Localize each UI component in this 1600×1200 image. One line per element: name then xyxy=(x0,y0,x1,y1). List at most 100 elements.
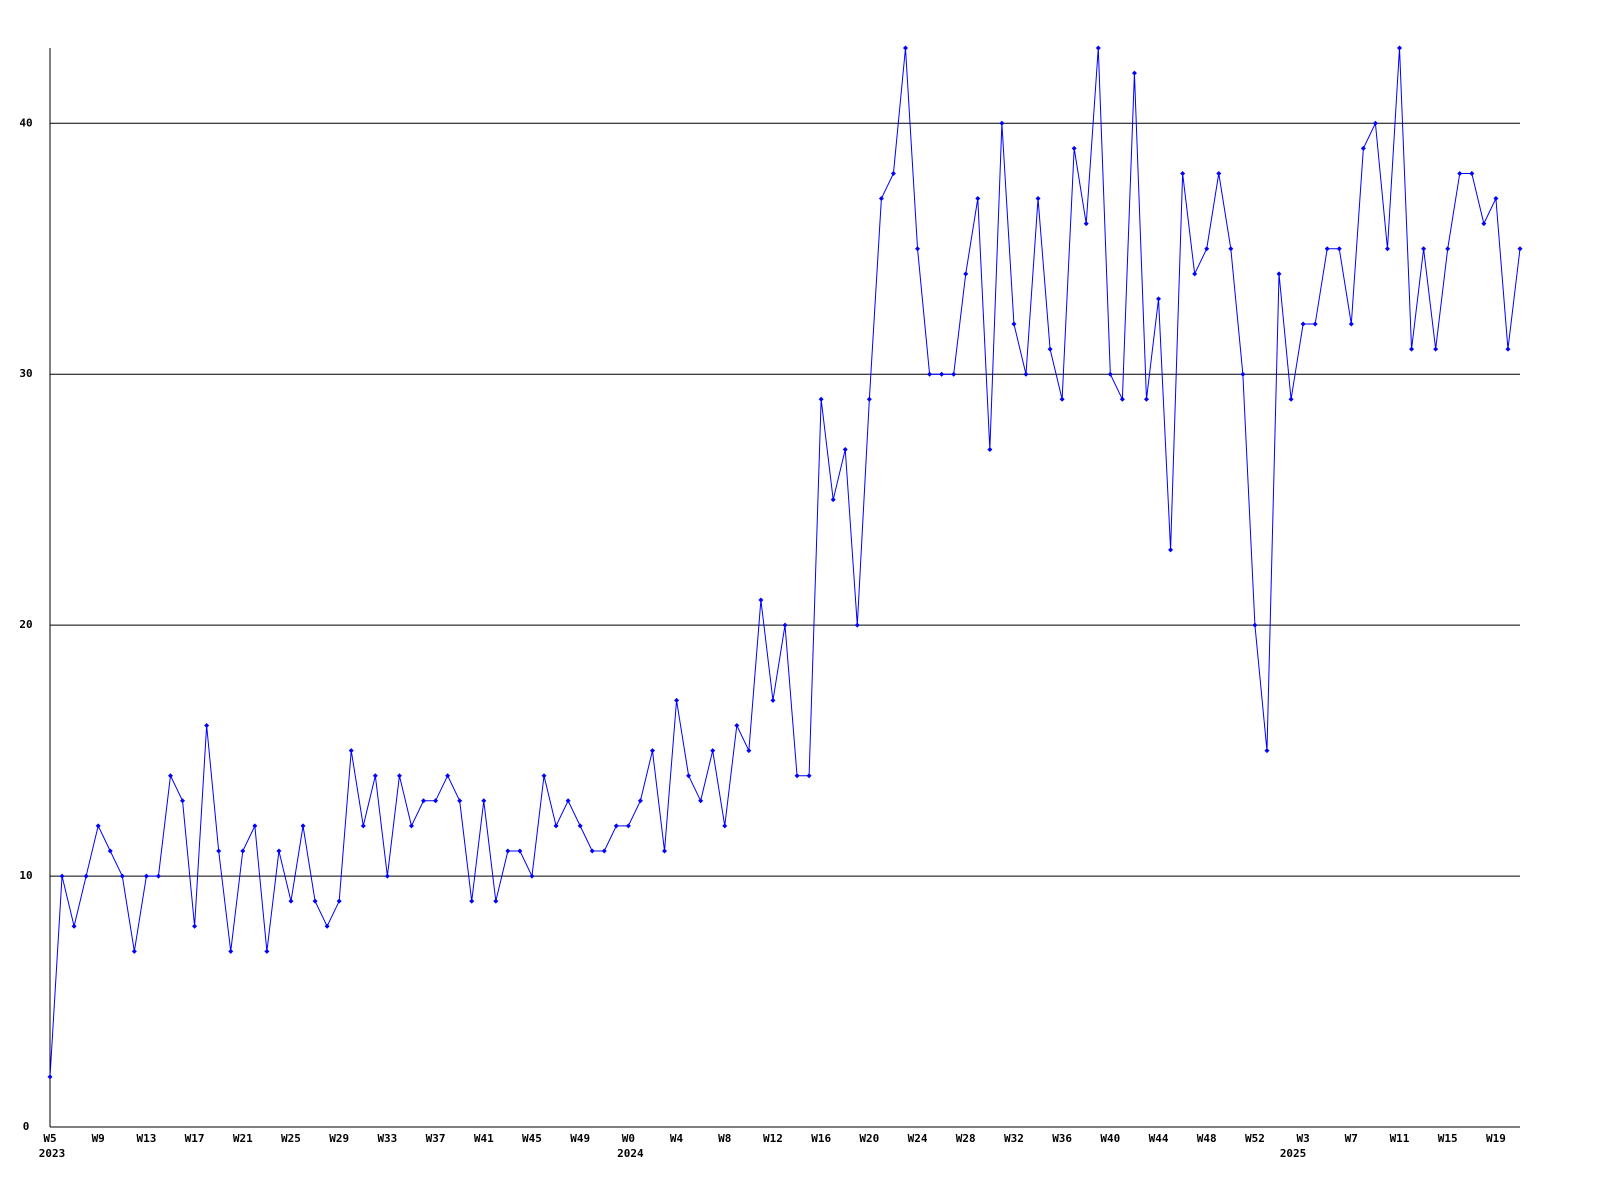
data-point xyxy=(746,748,752,754)
data-point xyxy=(47,1074,53,1080)
data-point xyxy=(830,497,836,503)
data-point xyxy=(1336,246,1342,252)
x-tick-label: W3 xyxy=(1296,1132,1309,1145)
x-tick-label: W32 xyxy=(1004,1132,1024,1145)
data-point xyxy=(372,773,378,779)
data-point xyxy=(951,371,957,377)
x-tick-label: W33 xyxy=(377,1132,397,1145)
data-point xyxy=(276,848,282,854)
data-point xyxy=(649,748,655,754)
data-point xyxy=(662,848,668,854)
data-point xyxy=(1397,45,1403,51)
data-point xyxy=(336,898,342,904)
data-point xyxy=(927,371,933,377)
data-point xyxy=(469,898,475,904)
data-point xyxy=(264,948,270,954)
x-tick-label: W9 xyxy=(92,1132,105,1145)
data-point xyxy=(1168,547,1174,553)
data-point xyxy=(1288,396,1294,402)
data-point xyxy=(1107,371,1113,377)
data-point xyxy=(481,798,487,804)
data-point xyxy=(1047,346,1053,352)
data-point xyxy=(1312,321,1318,327)
data-point xyxy=(1216,170,1222,176)
data-point xyxy=(1156,296,1162,302)
y-tick-label: 20 xyxy=(19,618,32,631)
data-point xyxy=(204,723,210,729)
data-point xyxy=(192,923,198,929)
data-point xyxy=(493,898,499,904)
data-point xyxy=(890,170,896,176)
data-point xyxy=(107,848,113,854)
x-tick-label: W48 xyxy=(1197,1132,1217,1145)
x-tick-label: W29 xyxy=(329,1132,349,1145)
data-point xyxy=(324,923,330,929)
data-point xyxy=(589,848,595,854)
data-point xyxy=(348,748,354,754)
data-point xyxy=(1023,371,1029,377)
x-tick-label: W45 xyxy=(522,1132,542,1145)
x-year-label: 2024 xyxy=(617,1147,644,1160)
data-line xyxy=(49,47,1521,1077)
data-point xyxy=(613,823,619,829)
data-point xyxy=(1095,45,1101,51)
x-tick-label: W12 xyxy=(763,1132,783,1145)
data-point xyxy=(601,848,607,854)
x-tick-label: W11 xyxy=(1390,1132,1410,1145)
x-tick-label: W7 xyxy=(1345,1132,1358,1145)
data-point xyxy=(529,873,535,879)
data-point xyxy=(975,196,981,202)
x-tick-label: W41 xyxy=(474,1132,494,1145)
data-point xyxy=(1493,196,1499,202)
data-point xyxy=(1252,622,1258,628)
data-point xyxy=(360,823,366,829)
x-tick-label: W44 xyxy=(1149,1132,1169,1145)
data-point xyxy=(1324,246,1330,252)
data-point xyxy=(1300,321,1306,327)
data-point xyxy=(396,773,402,779)
data-point xyxy=(167,773,173,779)
data-point xyxy=(288,898,294,904)
data-point xyxy=(1384,246,1390,252)
data-point xyxy=(1445,246,1451,252)
data-point xyxy=(782,622,788,628)
data-point xyxy=(915,246,921,252)
data-point xyxy=(1469,170,1475,176)
data-point xyxy=(1143,396,1149,402)
x-tick-label: W21 xyxy=(233,1132,253,1145)
data-point xyxy=(722,823,728,829)
data-point xyxy=(252,823,258,829)
x-tick-label: W37 xyxy=(426,1132,446,1145)
data-point xyxy=(1192,271,1198,277)
data-point xyxy=(1083,221,1089,227)
x-year-label: 2025 xyxy=(1280,1147,1307,1160)
data-point xyxy=(1421,246,1427,252)
data-point xyxy=(878,196,884,202)
data-point xyxy=(577,823,583,829)
data-point xyxy=(1433,346,1439,352)
x-tick-label: W20 xyxy=(859,1132,879,1145)
data-point xyxy=(155,873,161,879)
x-tick-label: W13 xyxy=(136,1132,156,1145)
data-point xyxy=(1011,321,1017,327)
x-tick-label: W0 xyxy=(622,1132,635,1145)
data-point xyxy=(1517,246,1523,252)
data-point xyxy=(1204,246,1210,252)
data-point xyxy=(1457,170,1463,176)
data-point xyxy=(625,823,631,829)
data-point xyxy=(143,873,149,879)
data-point xyxy=(421,798,427,804)
x-tick-label: W5 xyxy=(43,1132,56,1145)
data-point xyxy=(698,798,704,804)
data-point xyxy=(216,848,222,854)
x-tick-label: W17 xyxy=(185,1132,205,1145)
x-tick-label: W28 xyxy=(956,1132,976,1145)
data-point xyxy=(637,798,643,804)
data-point xyxy=(541,773,547,779)
data-point xyxy=(119,873,125,879)
x-tick-label: W16 xyxy=(811,1132,831,1145)
data-point xyxy=(758,597,764,603)
data-point xyxy=(1409,346,1415,352)
